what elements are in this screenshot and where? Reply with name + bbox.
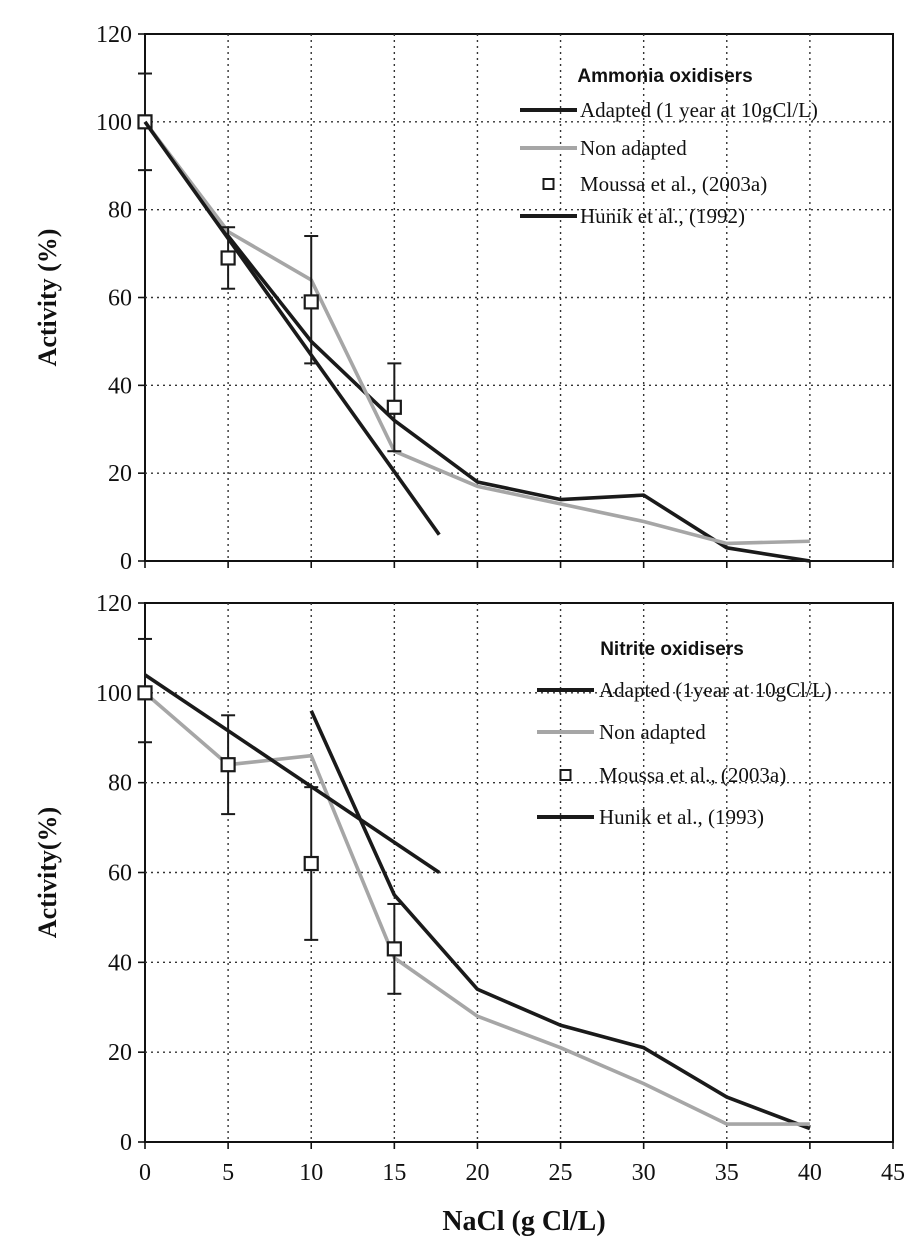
panel-2-legend-label: Moussa et al., (2003a) — [599, 763, 786, 787]
panel-2-data-point — [220, 757, 236, 773]
panel-1-legend-marker — [542, 178, 555, 190]
panel-1-series-line-4 — [143, 120, 441, 536]
panel-2-y-tick-label: 100 — [96, 681, 132, 707]
panel-1-data-point — [386, 399, 402, 415]
panel-1-y-tick-label: 80 — [108, 198, 132, 224]
panel-2-y-tick-label: 0 — [120, 1130, 132, 1156]
panel-1-legend-label: Hunik et al., (1992) — [580, 204, 745, 228]
panel-2-x-tick-label: 20 — [465, 1160, 489, 1186]
panel-2-x-tick-label: 40 — [798, 1160, 822, 1186]
panel-2-x-tick-label: 5 — [222, 1160, 234, 1186]
panel-2-x-tick-label: 45 — [881, 1160, 905, 1186]
panel-2-x-tick-label: 35 — [715, 1160, 739, 1186]
panel-1-series-line-1 — [143, 120, 811, 563]
panel-2-y-tick-label: 40 — [108, 950, 132, 976]
panel-2-y-tick-label: 120 — [96, 591, 132, 617]
panel-1-y-tick-label: 20 — [108, 461, 132, 487]
panel-2-x-tick-label: 25 — [549, 1160, 573, 1186]
panel-1-data-point — [220, 250, 236, 266]
panel-2-legend-label: Adapted (1year at 10gCl/L) — [599, 678, 832, 702]
panel-2-x-tick-label: 15 — [382, 1160, 406, 1186]
panel-1-y-tick-label: 0 — [120, 549, 132, 575]
panel-2-title: Nitrite oxidisers — [600, 639, 744, 660]
panel-2-series-line-1 — [309, 710, 811, 1131]
panel-2-data-point — [137, 685, 153, 701]
panel-1-y-tick-label: 100 — [96, 110, 132, 136]
panel-2-y-tick-label: 80 — [108, 771, 132, 797]
panel-1-title: Ammonia oxidisers — [577, 66, 752, 87]
panel-2-data-point — [386, 941, 402, 957]
panel-2-series-line-2 — [143, 691, 810, 1126]
panel-1-y-tick-label: 120 — [96, 22, 132, 48]
panel-2-legend-marker — [559, 769, 572, 781]
panel-1-y-tick-label: 60 — [108, 286, 132, 312]
panel-2-data-point — [303, 855, 319, 872]
panel-2-y-axis-label: Activity(%) — [33, 807, 62, 938]
panel-1-series-line-2 — [143, 120, 810, 546]
panel-1-y-tick-label: 40 — [108, 373, 132, 399]
panel-2-y-tick-label: 20 — [108, 1040, 132, 1066]
panel-2-series-line-4 — [143, 673, 441, 874]
panel-2-y-tick-label: 60 — [108, 861, 132, 887]
panel-1-legend-label: Adapted (1 year at 10gCl/L) — [580, 98, 818, 122]
panel-2-legend-label: Non adapted — [599, 720, 706, 744]
panel-2-x-tick-label: 30 — [632, 1160, 656, 1186]
panel-2-x-axis-label: NaCl (g Cl/L) — [442, 1206, 605, 1237]
panel-1-legend-label: Moussa et al., (2003a) — [580, 172, 767, 196]
panel-2-x-tick-label: 10 — [299, 1160, 323, 1186]
panel-2-x-tick-label: 0 — [139, 1160, 151, 1186]
panel-1-data-point — [303, 294, 319, 310]
panel-1-y-axis-label: Activity (%) — [33, 229, 62, 367]
panel-2-legend-label: Hunik et al., (1993) — [599, 805, 764, 829]
panel-1-legend-label: Non adapted — [580, 136, 687, 160]
